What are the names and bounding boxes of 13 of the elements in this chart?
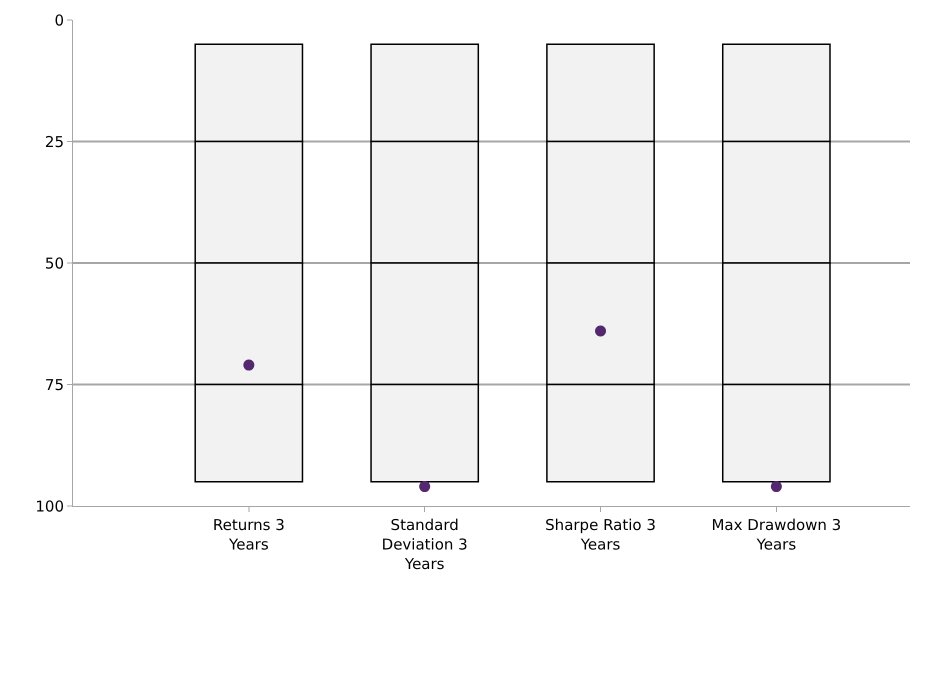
x-tick-label: Max Drawdown 3 Years [711,516,842,554]
y-tick-label: 50 [44,254,64,272]
x-tick-label: Sharpe Ratio 3 Years [545,516,656,554]
y-tick-label: 75 [44,376,64,394]
point [419,481,430,492]
point [595,326,606,337]
y-tick-label: 25 [44,132,64,151]
y-tick-label: 100 [35,497,64,516]
point [770,481,782,492]
x-tick-label: Standard Deviation 3 Years [382,516,468,573]
y-tick-label: 0 [54,11,64,30]
x-tick-label: Returns 3 Years [212,516,285,554]
point [243,360,254,371]
